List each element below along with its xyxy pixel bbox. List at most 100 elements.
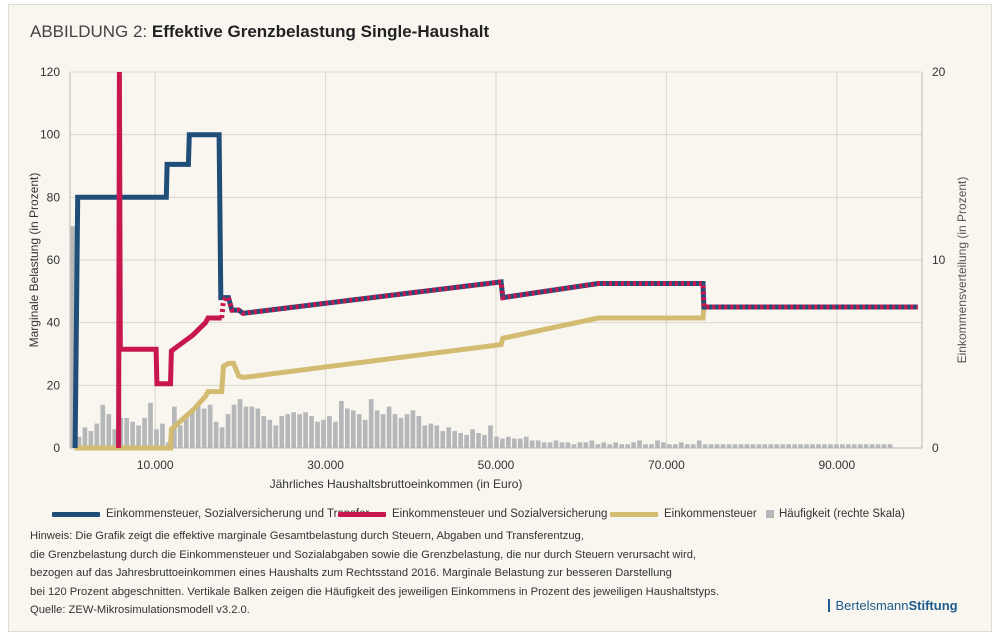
figure-title-text: Effektive Grenzbelastung Single-Haushalt <box>151 22 490 41</box>
histogram-bar <box>643 444 648 448</box>
histogram-bar <box>362 419 368 448</box>
legend-label-sozialversicherung: Einkommensteuer und Sozialversicherung <box>392 508 608 520</box>
histogram-bar <box>339 401 344 448</box>
histogram-bar <box>613 442 619 448</box>
histogram-bar <box>183 414 189 448</box>
histogram-bar <box>732 444 738 448</box>
series-lines <box>72 71 918 451</box>
histogram-bar <box>321 419 326 448</box>
legend-swatch-haeufigkeit <box>766 510 774 518</box>
histogram-bar <box>857 444 863 448</box>
legend-label-einkommensteuer: Einkommensteuer <box>664 508 757 520</box>
histogram-bar <box>488 425 493 448</box>
histogram-bar <box>822 444 827 448</box>
y-left-tick-label: 60 <box>47 253 61 267</box>
histogram-bar <box>601 442 607 448</box>
histogram-bar <box>297 414 302 448</box>
histogram-bar <box>875 444 881 448</box>
histogram-bar <box>255 408 261 448</box>
histogram-bar <box>70 226 76 448</box>
legend-item-haeufigkeit: Häufigkeit (rechte Skala) <box>766 508 905 520</box>
histogram-bar <box>661 442 666 448</box>
histogram-bar <box>476 432 481 448</box>
legend-item-einkommensteuer: Einkommensteuer <box>610 508 757 520</box>
histogram-bar <box>595 444 601 448</box>
histogram-bar <box>249 406 255 448</box>
histogram-bar <box>690 444 696 448</box>
x-tick-label: 90.000 <box>818 458 855 472</box>
y-left-tick-label: 20 <box>47 378 61 392</box>
histogram-bar <box>350 410 356 448</box>
histogram-bar <box>667 444 672 448</box>
histogram-bar <box>428 423 434 448</box>
legend-swatch-einkommensteuer <box>610 511 658 517</box>
histogram-bar <box>726 444 732 448</box>
histogram-bar <box>589 440 595 448</box>
histogram-bar <box>446 427 452 448</box>
histogram-bar <box>374 410 380 448</box>
histogram-bar <box>333 421 338 448</box>
histogram-bar <box>810 444 815 448</box>
histogram-bar <box>535 440 541 448</box>
histogram-bar <box>649 444 654 448</box>
histogram-bar <box>696 440 702 448</box>
histogram-bar <box>398 417 404 448</box>
series-line-sozialversicherung-shared <box>219 279 918 319</box>
histogram-bar <box>124 417 129 448</box>
histogram-bar <box>750 444 756 448</box>
histogram-bar <box>136 425 141 448</box>
histogram-bar <box>386 406 392 448</box>
gridlines <box>69 71 923 449</box>
histogram-bar <box>201 408 207 448</box>
histogram-bar <box>160 423 165 448</box>
histogram-bar <box>744 444 750 448</box>
histogram-bar <box>565 442 571 448</box>
histogram-bar <box>619 444 624 448</box>
histogram-bar <box>106 414 112 448</box>
histogram-bar <box>279 416 285 448</box>
histogram-bar <box>762 444 768 448</box>
legend-swatch-sozialversicherung <box>338 511 386 517</box>
histogram-bar <box>828 444 833 448</box>
x-tick-label: 50.000 <box>478 458 515 472</box>
histogram-bar <box>816 444 821 448</box>
figure-frame <box>8 4 992 632</box>
histogram-bar <box>482 434 487 448</box>
histogram-bar <box>517 438 523 448</box>
histogram-bar <box>130 421 135 448</box>
histogram-bar <box>798 444 803 448</box>
histogram-bar <box>100 404 106 448</box>
histogram-bar <box>315 421 320 448</box>
y-right-axis-title: Einkommensverteilung (in Prozent) <box>955 177 969 364</box>
histogram-bar <box>511 438 517 448</box>
histogram-bar <box>792 444 797 448</box>
histogram-bar <box>440 431 446 448</box>
histogram-bar <box>571 444 577 448</box>
histogram-bar <box>887 444 893 448</box>
histogram-bar <box>523 436 529 448</box>
histogram-bar <box>786 444 791 448</box>
histogram-bar <box>213 421 219 448</box>
brand-logo: BertelsmannStiftung <box>828 598 958 613</box>
histogram-bar <box>470 429 475 448</box>
histogram-bar <box>559 442 565 448</box>
histogram-bar <box>863 444 869 448</box>
histogram-bar <box>148 402 153 448</box>
histogram-bar <box>458 432 463 448</box>
histogram-bar <box>529 440 535 448</box>
legend-swatch-transfer <box>52 511 100 517</box>
series-line-einkommensteuer <box>74 304 918 451</box>
histogram-bar <box>207 404 213 448</box>
figure-note: Hinweis: Die Grafik zeigt die effektive … <box>30 527 830 620</box>
histogram-bar <box>273 425 279 448</box>
histogram-bar <box>452 431 458 448</box>
histogram-bar <box>261 416 267 448</box>
histogram-bar <box>702 444 708 448</box>
histogram-bar <box>684 444 690 448</box>
brand-name-bold: Stiftung <box>908 598 958 613</box>
histogram-bar <box>178 425 183 448</box>
histogram-bar <box>774 444 780 448</box>
histogram-bar <box>237 399 243 448</box>
histogram-bar <box>500 438 505 448</box>
histogram-bar <box>625 444 630 448</box>
